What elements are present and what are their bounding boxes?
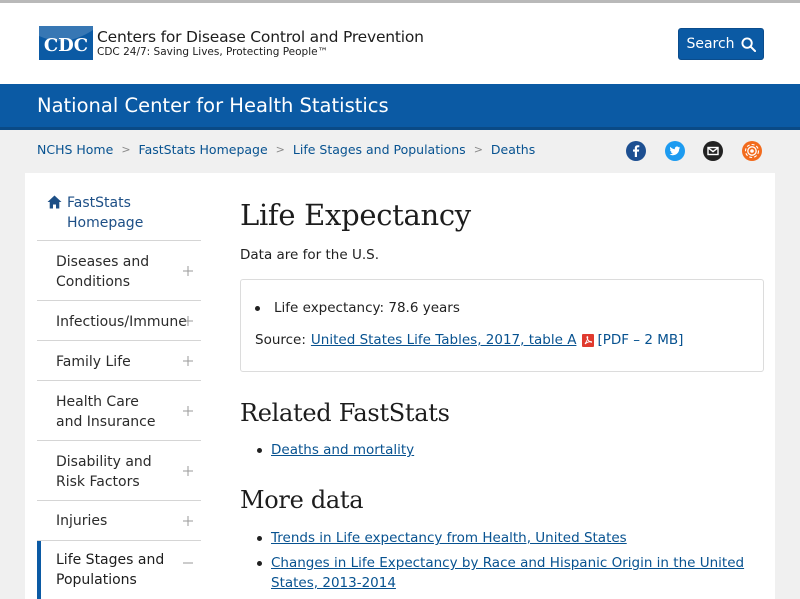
site-title[interactable]: Centers for Disease Control and Preventi… — [97, 28, 424, 46]
nav-item-family-life[interactable]: Family Life — [37, 341, 201, 381]
related-link-deaths-mortality[interactable]: Deaths and mortality — [257, 440, 751, 460]
breadcrumb-life-stages[interactable]: Life Stages and Populations — [292, 142, 466, 157]
more-data-heading: More data — [240, 486, 364, 514]
facebook-icon[interactable] — [626, 141, 646, 161]
plus-icon — [183, 465, 193, 476]
nav-list: Diseases and Conditions Infectious/Immun… — [37, 240, 201, 599]
nav-item-label: Health Care and Insurance — [56, 394, 156, 430]
stat-item: Life expectancy: 78.6 years — [255, 300, 460, 316]
plus-icon — [183, 265, 193, 276]
more-link-changes[interactable]: Changes in Life Expectancy by Race and H… — [257, 553, 751, 593]
main-card: FastStats Homepage Diseases and Conditio… — [25, 173, 775, 599]
breadcrumb-separator: > — [473, 143, 483, 156]
nav-item-label: Infectious/Immune — [56, 314, 187, 330]
nav-item-label: Life Stages and Populations — [56, 552, 165, 588]
home-icon — [47, 195, 62, 209]
pdf-size-label[interactable]: [PDF – 2 MB] — [597, 332, 684, 348]
minus-icon — [183, 562, 193, 564]
source-line: Source: United States Life Tables, 2017,… — [255, 332, 683, 348]
nav-item-label: Injuries — [56, 513, 108, 529]
nav-home-label: FastStats Homepage — [67, 195, 144, 231]
banner-title[interactable]: National Center for Health Statistics — [37, 94, 389, 117]
stat-text: Life expectancy: 78.6 years — [274, 300, 460, 316]
plus-icon — [183, 315, 193, 326]
nav-item-disability-risk-factors[interactable]: Disability and Risk Factors — [37, 441, 201, 501]
site-header: CDC Centers for Disease Control and Prev… — [0, 3, 800, 84]
nav-item-injuries[interactable]: Injuries — [37, 501, 201, 541]
site-tagline: CDC 24/7: Saving Lives, Protecting Peopl… — [97, 46, 329, 58]
logo-text: CDC — [44, 35, 88, 56]
page-lede: Data are for the U.S. — [240, 247, 379, 263]
nav-item-diseases-conditions[interactable]: Diseases and Conditions — [37, 241, 201, 301]
breadcrumb-faststats-homepage[interactable]: FastStats Homepage — [138, 142, 268, 157]
related-heading: Related FastStats — [240, 399, 450, 427]
source-link[interactable]: United States Life Tables, 2017, table A — [310, 332, 577, 348]
nav-item-infectious-immune[interactable]: Infectious/Immune — [37, 301, 201, 341]
stat-box: Life expectancy: 78.6 years Source: Unit… — [240, 279, 764, 372]
plus-icon — [183, 515, 193, 526]
nav-item-label: Diseases and Conditions — [56, 254, 150, 290]
search-icon — [741, 36, 756, 52]
nav-item-label: Disability and Risk Factors — [56, 454, 152, 490]
cdc-logo[interactable]: CDC — [39, 26, 93, 60]
email-icon[interactable] — [703, 141, 723, 161]
more-link-trends[interactable]: Trends in Life expectancy from Health, U… — [257, 528, 751, 548]
breadcrumb-nchs-home[interactable]: NCHS Home — [37, 142, 114, 157]
breadcrumb-separator: > — [275, 143, 285, 156]
search-button-label: Search — [686, 36, 735, 52]
top-border — [0, 0, 800, 3]
pdf-icon — [582, 333, 595, 347]
syndicate-icon[interactable] — [742, 141, 762, 161]
breadcrumb-separator: > — [121, 143, 131, 156]
twitter-icon[interactable] — [665, 141, 685, 161]
topic-banner: National Center for Health Statistics — [0, 84, 800, 130]
plus-icon — [183, 355, 193, 366]
plus-icon — [183, 405, 193, 416]
nav-item-health-care-insurance[interactable]: Health Care and Insurance — [37, 381, 201, 441]
nav-item-label: Family Life — [56, 354, 131, 370]
nav-item-life-stages-populations[interactable]: Life Stages and Populations — [37, 541, 201, 599]
page-title: Life Expectancy — [240, 198, 471, 232]
source-label: Source: — [255, 332, 306, 348]
breadcrumb-deaths[interactable]: Deaths — [490, 142, 536, 157]
bullet — [255, 305, 260, 311]
search-button[interactable]: Search — [678, 28, 764, 60]
breadcrumb: NCHS Home > FastStats Homepage > Life St… — [37, 142, 535, 157]
